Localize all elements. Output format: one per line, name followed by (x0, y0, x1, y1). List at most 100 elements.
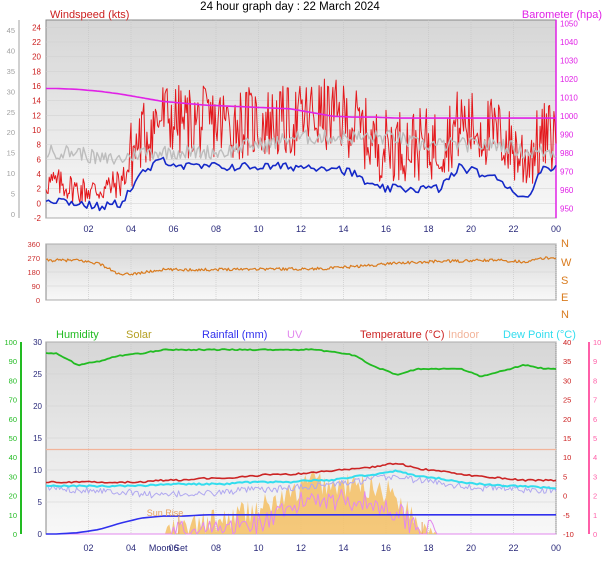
right-tick-label: 1020 (560, 75, 578, 84)
legend-entry: UV (287, 329, 303, 341)
right-tick-label: 980 (560, 149, 574, 158)
left-tick-label: 18 (32, 67, 41, 76)
x-tick-label: 22 (508, 543, 518, 553)
x-tick-label: 02 (83, 224, 93, 234)
humidity-tick-label: 20 (9, 492, 17, 501)
outer-tick-label: 5 (11, 190, 15, 199)
barometer-line (46, 87, 556, 119)
humidity-tick-label: 80 (9, 376, 17, 385)
left-tick-label: 14 (32, 97, 41, 106)
temperature-line (46, 462, 557, 484)
uv-tick-label: 4 (593, 453, 597, 462)
humidity-line (45, 348, 557, 378)
dew-point-line (45, 469, 557, 490)
humidity-tick-label: 60 (9, 415, 17, 424)
humidity-tick-label: 0 (13, 530, 17, 539)
right-tick-label: 990 (560, 131, 574, 140)
temperature-tick-label: 0 (563, 492, 567, 501)
uv-line (46, 488, 556, 535)
right-tick-label: 1000 (560, 112, 578, 121)
left-tick-label: 16 (32, 82, 41, 91)
humidity-tick-label: 50 (9, 434, 17, 443)
uv-tick-label: 3 (593, 472, 597, 481)
page-title: 24 hour graph day : 22 March 2024 (200, 1, 380, 13)
x-tick-label: 00 (551, 224, 561, 234)
x-tick-label: 10 (253, 224, 263, 234)
x-tick-label: 20 (466, 543, 476, 553)
outer-tick-label: 15 (7, 149, 15, 158)
temperature-tick-label: 20 (563, 415, 571, 424)
sunrise-label: Sun Rise (147, 508, 184, 518)
temperature-tick-label: 25 (563, 396, 571, 405)
temperature-tick-label: 35 (563, 357, 571, 366)
x-tick-label: 14 (338, 224, 348, 234)
uv-tick-label: 8 (593, 376, 597, 385)
outer-tick-label: 40 (7, 46, 15, 55)
legend-entry: Temperature (°C) (360, 329, 444, 341)
outer-tick-label: 20 (7, 128, 15, 137)
left-tick-label: 2 (37, 185, 42, 194)
moonset-label: Moon Set (149, 543, 188, 553)
temperature-tick-label: 40 (563, 338, 571, 347)
compass-label: S (561, 275, 568, 287)
x-tick-label: 12 (296, 224, 306, 234)
solar-area (46, 471, 556, 534)
legend-entry: Solar (126, 329, 152, 341)
temperature-tick-label: 5 (563, 472, 567, 481)
right-tick-label: 1040 (560, 38, 578, 47)
direction-tick-label: 180 (27, 268, 40, 277)
inner-tick-label: 25 (33, 370, 42, 379)
x-tick-label: 08 (211, 543, 221, 553)
wind-direction-line (45, 256, 557, 276)
uv-tick-label: 10 (593, 338, 601, 347)
uv-tick-label: 2 (593, 492, 597, 501)
rainfall-line (46, 513, 556, 535)
x-tick-label: 02 (83, 543, 93, 553)
left-tick-label: 10 (32, 126, 41, 135)
temperature-tick-label: -10 (563, 530, 574, 539)
x-tick-label: 08 (211, 224, 221, 234)
left-tick-label: 24 (32, 23, 41, 32)
wind-average-line (45, 156, 557, 212)
humidity-tick-label: 40 (9, 453, 17, 462)
temperature-tick-label: -5 (563, 511, 570, 520)
x-tick-label: 16 (381, 543, 391, 553)
wind-grey-line (45, 129, 557, 165)
x-tick-label: 04 (126, 224, 136, 234)
uv-tick-label: 5 (593, 434, 597, 443)
left-tick-label: 4 (37, 170, 42, 179)
humidity-tick-label: 70 (9, 396, 17, 405)
left-tick-label: 8 (37, 141, 42, 150)
humidity-tick-label: 10 (9, 511, 17, 520)
outer-tick-label: 10 (7, 169, 15, 178)
left-tick-label: -2 (34, 214, 42, 223)
inner-tick-label: 10 (33, 466, 42, 475)
baro-axis-label: Barometer (hpa) (522, 9, 602, 21)
direction-tick-label: 0 (36, 296, 40, 305)
x-tick-label: 18 (423, 543, 433, 553)
compass-label: E (561, 292, 568, 304)
inner-tick-label: 0 (38, 530, 43, 539)
direction-tick-label: 90 (32, 282, 40, 291)
outer-tick-label: 45 (7, 26, 15, 35)
legend-entry: Indoor (448, 329, 480, 341)
humidity-tick-label: 90 (9, 357, 17, 366)
inner-tick-label: 30 (33, 338, 42, 347)
x-tick-label: 20 (466, 224, 476, 234)
x-tick-label: 12 (296, 543, 306, 553)
right-tick-label: 1050 (560, 20, 578, 29)
uv-tick-label: 6 (593, 415, 597, 424)
compass-label: N (561, 238, 569, 250)
wind-axis-label: Windspeed (kts) (50, 9, 129, 21)
legend-entry: Humidity (56, 329, 99, 341)
right-tick-label: 950 (560, 205, 574, 214)
right-tick-label: 1030 (560, 57, 578, 66)
legend-entry: Dew Point (°C) (503, 329, 576, 341)
compass-label: N (561, 309, 569, 321)
humidity-tick-label: 100 (4, 338, 17, 347)
temperature-tick-label: 30 (563, 376, 571, 385)
outer-tick-label: 25 (7, 108, 15, 117)
wind-gust-line (45, 78, 557, 204)
x-tick-label: 06 (168, 543, 178, 553)
right-tick-label: 960 (560, 186, 574, 195)
